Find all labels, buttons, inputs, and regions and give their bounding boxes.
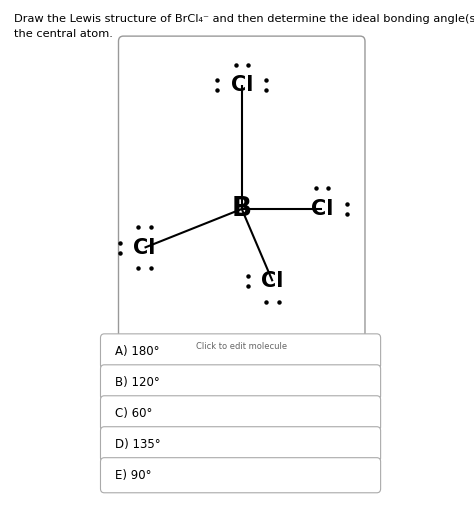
FancyBboxPatch shape — [100, 458, 381, 493]
Text: Click to edit molecule: Click to edit molecule — [196, 342, 287, 351]
Text: Cl: Cl — [261, 271, 284, 291]
Text: Cl: Cl — [230, 75, 253, 95]
Text: B: B — [232, 196, 252, 222]
Text: Cl: Cl — [133, 238, 156, 257]
Text: B) 120°: B) 120° — [115, 376, 159, 389]
FancyBboxPatch shape — [100, 427, 381, 462]
FancyBboxPatch shape — [118, 36, 365, 338]
FancyBboxPatch shape — [100, 365, 381, 400]
FancyBboxPatch shape — [100, 334, 381, 369]
Text: E) 90°: E) 90° — [115, 469, 151, 482]
Text: A) 180°: A) 180° — [115, 345, 159, 358]
Text: C) 60°: C) 60° — [115, 407, 152, 420]
FancyBboxPatch shape — [100, 396, 381, 431]
Text: D) 135°: D) 135° — [115, 438, 160, 451]
Text: Cl: Cl — [311, 199, 334, 219]
Text: the central atom.: the central atom. — [14, 29, 113, 39]
Text: Draw the Lewis structure of BrCl₄⁻ and then determine the ideal bonding angle(s): Draw the Lewis structure of BrCl₄⁻ and t… — [14, 14, 474, 24]
